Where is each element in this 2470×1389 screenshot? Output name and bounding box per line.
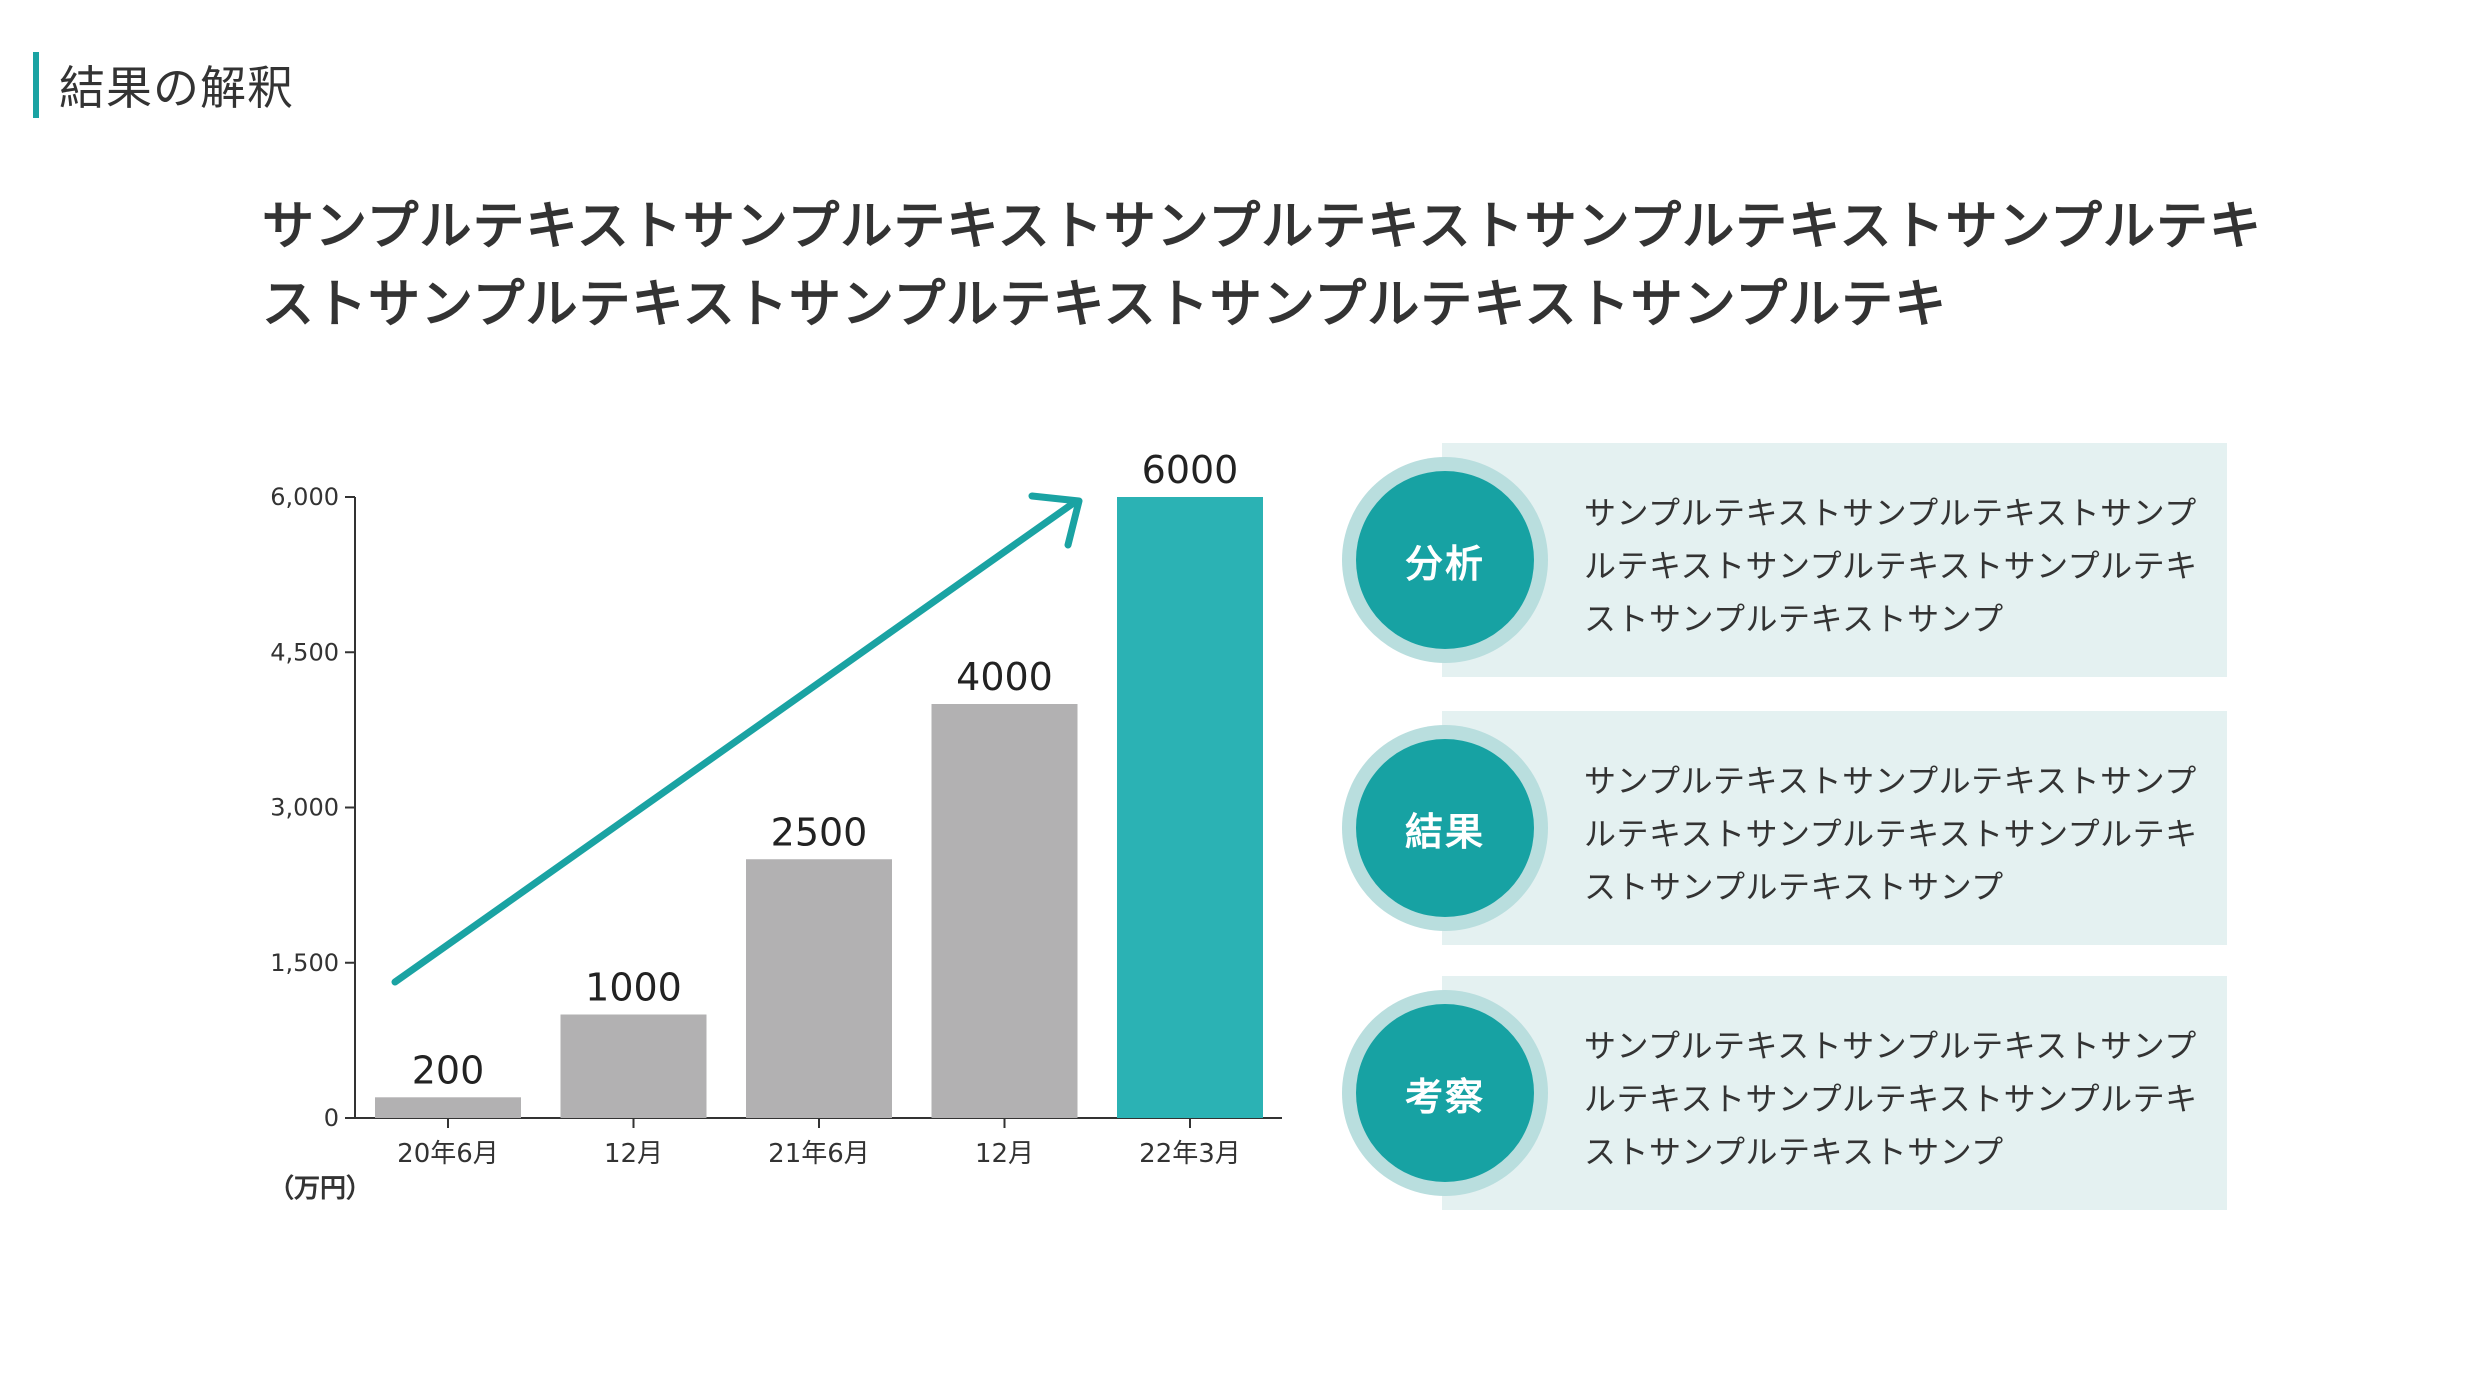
bar-value-label: 200 xyxy=(412,1048,485,1092)
bar-value-label: 2500 xyxy=(771,810,868,854)
x-tick-label: 21年6月 xyxy=(768,1139,870,1169)
header-accent-bar xyxy=(33,52,39,118)
y-tick-label: 4,500 xyxy=(270,638,339,666)
y-tick-label: 1,500 xyxy=(270,949,339,977)
x-tick-label: 12月 xyxy=(975,1139,1034,1169)
badge-discussion-ring: 考察 xyxy=(1342,990,1548,1196)
card-discussion-text: サンプルテキストサンプルテキストサンプルテキストサンプルテキストサンプルテキスト… xyxy=(1584,1027,2198,1171)
bar-value-label: 4000 xyxy=(956,655,1053,699)
trend-arrow-line xyxy=(391,498,1079,986)
lead-text: サンプルテキストサンプルテキストサンプルテキストサンプルテキストサンプルテキスト… xyxy=(262,197,2262,335)
bar xyxy=(1117,497,1263,1118)
card-analysis: サンプルテキストサンプルテキストサンプルテキストサンプルテキストサンプルテキスト… xyxy=(1442,443,2227,677)
card-result-text: サンプルテキストサンプルテキストサンプルテキストサンプルテキストサンプルテキスト… xyxy=(1584,762,2198,906)
badge-result: 結果 xyxy=(1356,739,1534,917)
card-discussion: サンプルテキストサンプルテキストサンプルテキストサンプルテキストサンプルテキスト… xyxy=(1442,976,2227,1210)
bar-value-label: 6000 xyxy=(1142,448,1239,492)
bar xyxy=(746,859,892,1118)
badge-discussion-label: 考察 xyxy=(1404,1074,1485,1119)
badge-analysis: 分析 xyxy=(1356,471,1534,649)
bar xyxy=(931,704,1078,1118)
badge-discussion: 考察 xyxy=(1356,1004,1534,1182)
trend-arrow-head xyxy=(1028,492,1083,549)
section-header: 結果の解釈 xyxy=(33,52,294,118)
card-analysis-text: サンプルテキストサンプルテキストサンプルテキストサンプルテキストサンプルテキスト… xyxy=(1584,494,2198,638)
y-tick-label: 0 xyxy=(324,1104,339,1132)
y-tick-label: 3,000 xyxy=(270,794,339,822)
badge-analysis-label: 分析 xyxy=(1404,541,1485,586)
y-axis-unit-label: （万円） xyxy=(268,1174,372,1204)
bar-value-label: 1000 xyxy=(585,966,682,1010)
y-tick-label: 6,000 xyxy=(270,483,339,511)
card-result: サンプルテキストサンプルテキストサンプルテキストサンプルテキストサンプルテキスト… xyxy=(1442,711,2227,945)
bar xyxy=(375,1097,521,1118)
page-title: 結果の解釈 xyxy=(59,61,294,115)
x-tick-label: 22年3月 xyxy=(1139,1139,1241,1169)
badge-analysis-ring: 分析 xyxy=(1342,457,1548,663)
x-tick-label: 12月 xyxy=(604,1139,663,1169)
x-tick-label: 20年6月 xyxy=(397,1139,499,1169)
badge-result-ring: 結果 xyxy=(1342,725,1548,931)
bar xyxy=(560,1014,707,1118)
badge-result-label: 結果 xyxy=(1404,809,1485,854)
